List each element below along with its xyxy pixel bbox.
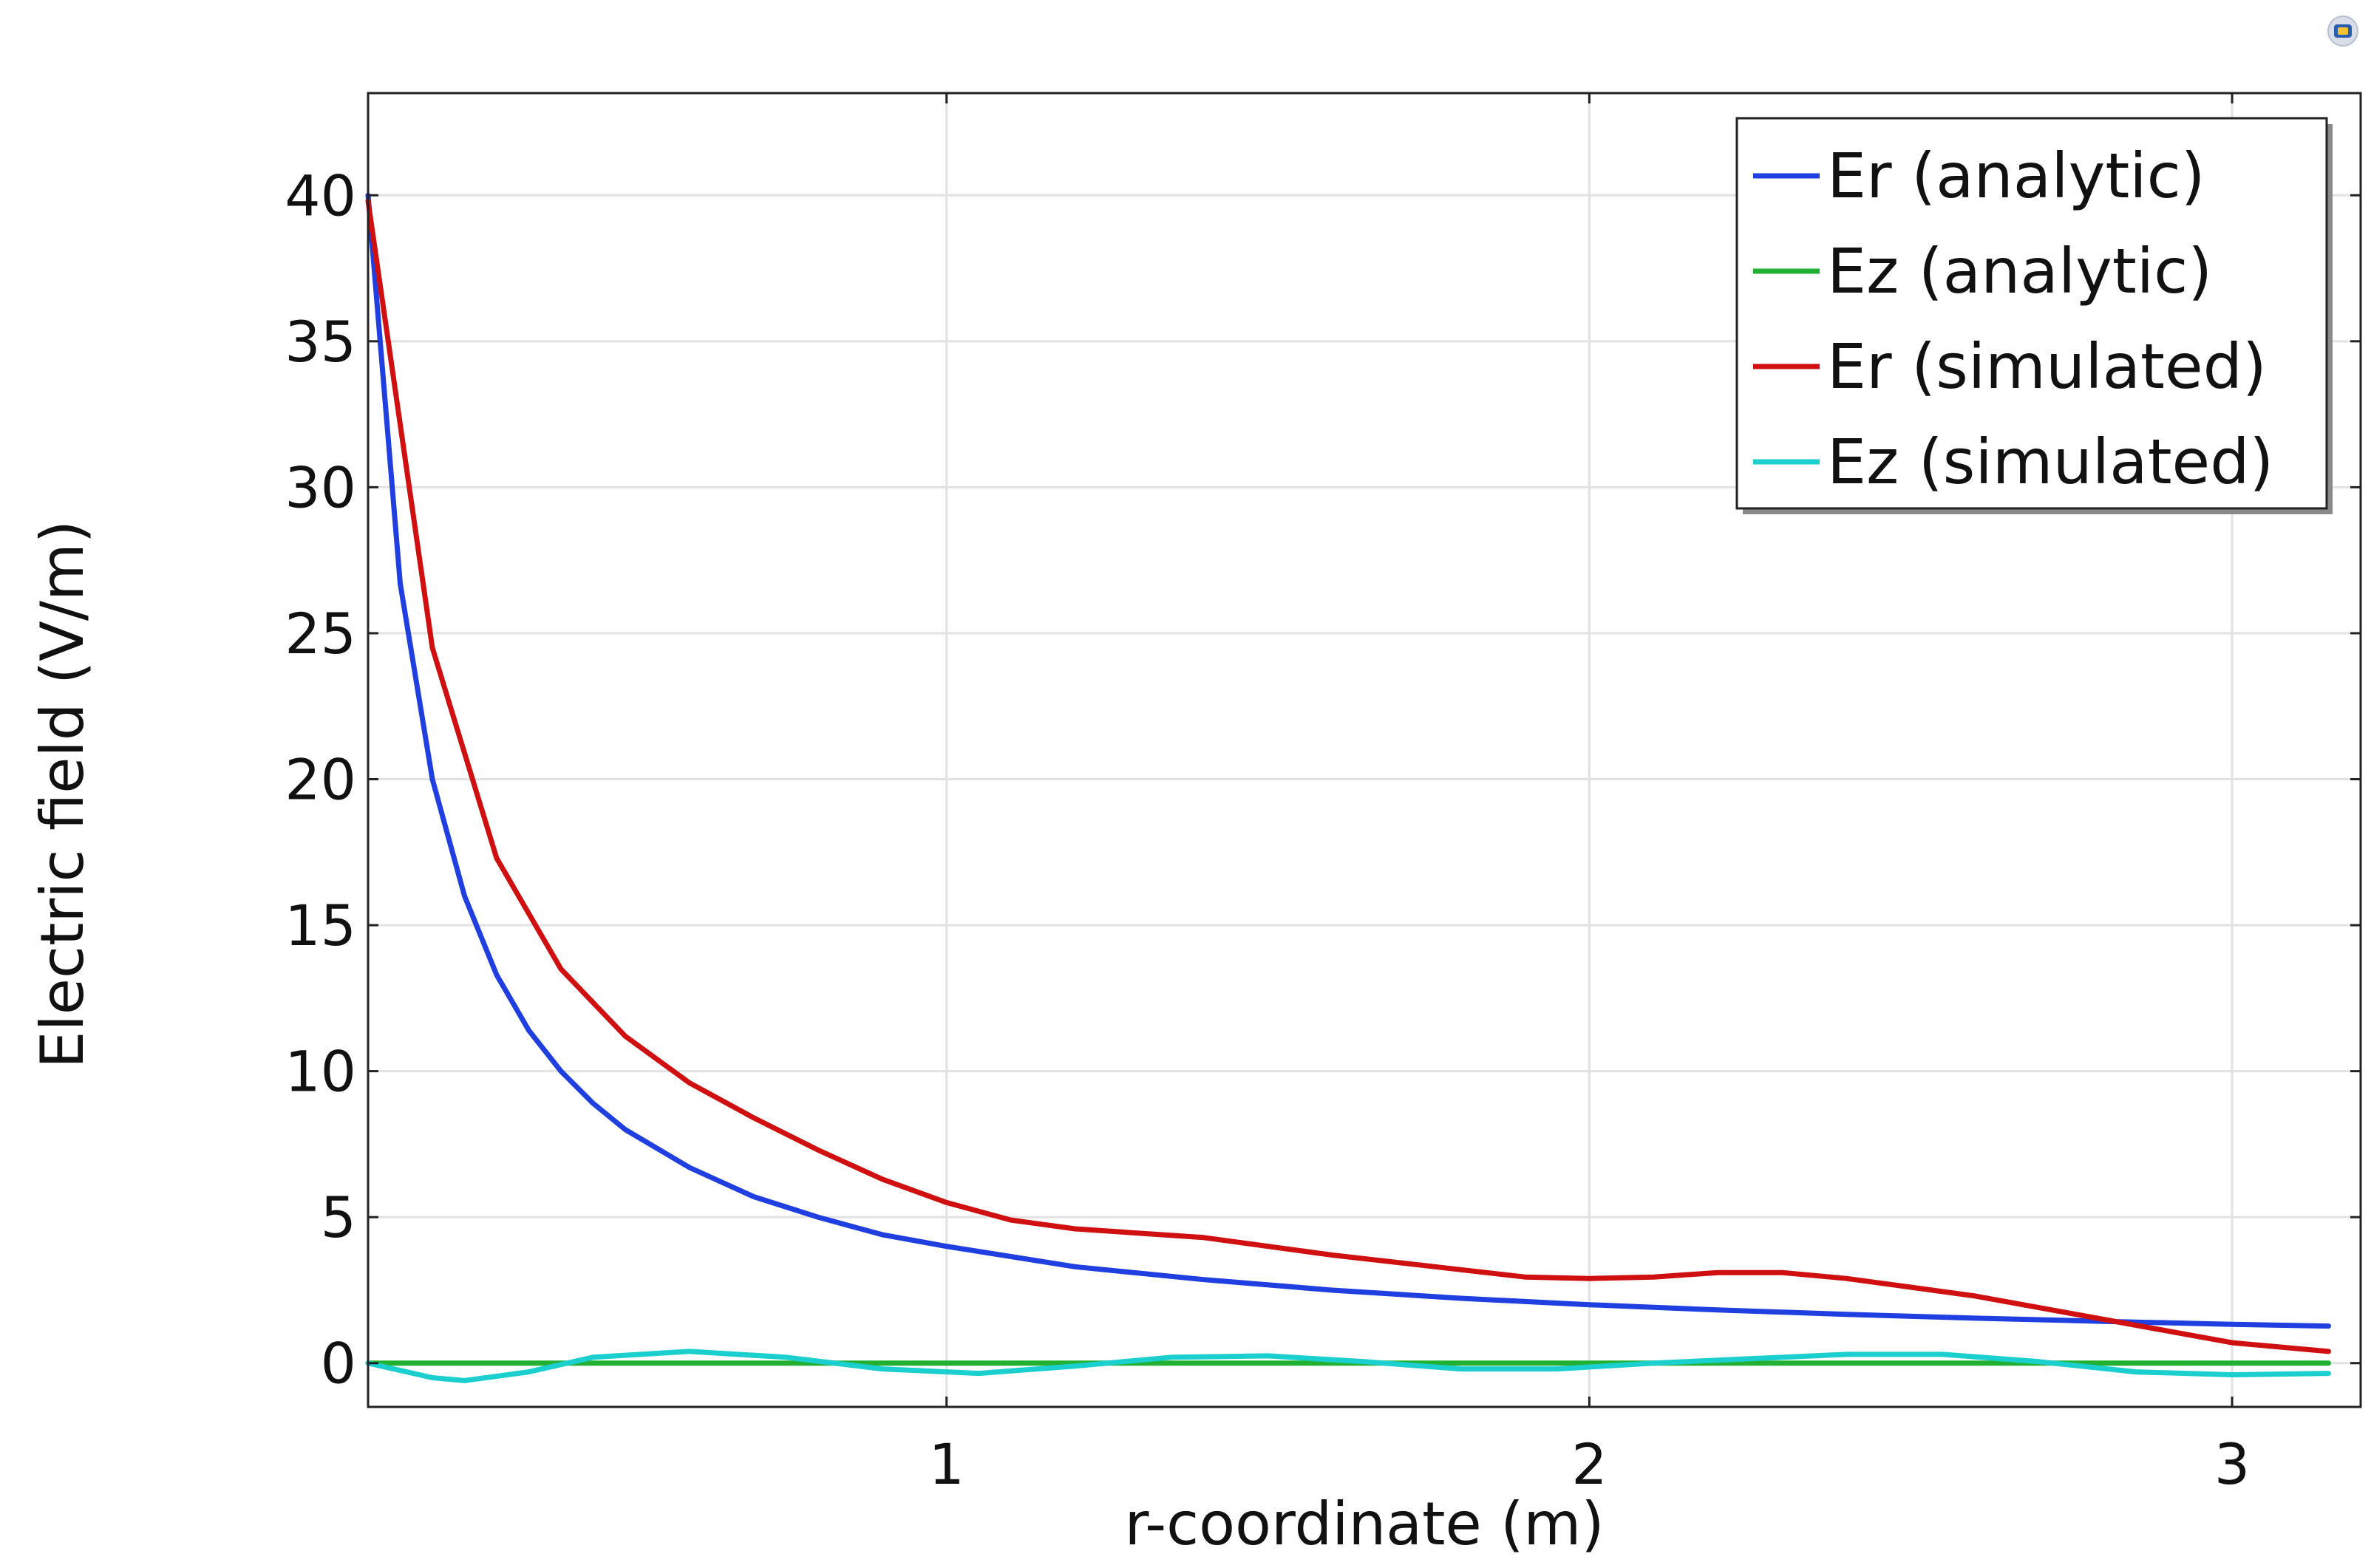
y-tick-label: 15 xyxy=(285,893,356,958)
series-line xyxy=(365,1349,2331,1383)
legend-box xyxy=(1735,117,2328,510)
legend-label: Ez (analytic) xyxy=(1827,235,2212,307)
plot-area-frame xyxy=(367,92,2362,1408)
app-logo-icon xyxy=(2327,16,2358,47)
y-axis-title: Electric field (V/m) xyxy=(28,520,97,1068)
y-tick-label: 0 xyxy=(321,1331,356,1397)
legend-label: Ez (simulated) xyxy=(1827,426,2273,498)
y-tick-label: 40 xyxy=(285,163,356,228)
x-tick-label: 2 xyxy=(1571,1431,1607,1497)
y-tick-label: 35 xyxy=(285,309,356,375)
x-axis-title: r-coordinate (m) xyxy=(1124,1490,1604,1558)
legend-label: Er (simulated) xyxy=(1827,330,2267,403)
legend-label: Er (analytic) xyxy=(1827,140,2205,212)
series-line xyxy=(365,192,2331,1329)
y-tick-label: 5 xyxy=(321,1184,356,1250)
series-line xyxy=(365,198,2331,1354)
y-tick-label: 30 xyxy=(285,454,356,520)
legend-items: Er (analytic) Ez (analytic) Er (simulated)… xyxy=(1753,140,2273,498)
x-tick-label: 1 xyxy=(929,1431,965,1497)
series-layer xyxy=(365,192,2331,1383)
x-tick-label: 3 xyxy=(2214,1431,2250,1497)
y-tick-label: 20 xyxy=(285,747,356,813)
legend: Er (analytic) Ez (analytic) Er (simulated)… xyxy=(1735,117,2333,514)
y-tick-label: 10 xyxy=(285,1039,356,1105)
y-tick-label: 25 xyxy=(285,601,356,667)
